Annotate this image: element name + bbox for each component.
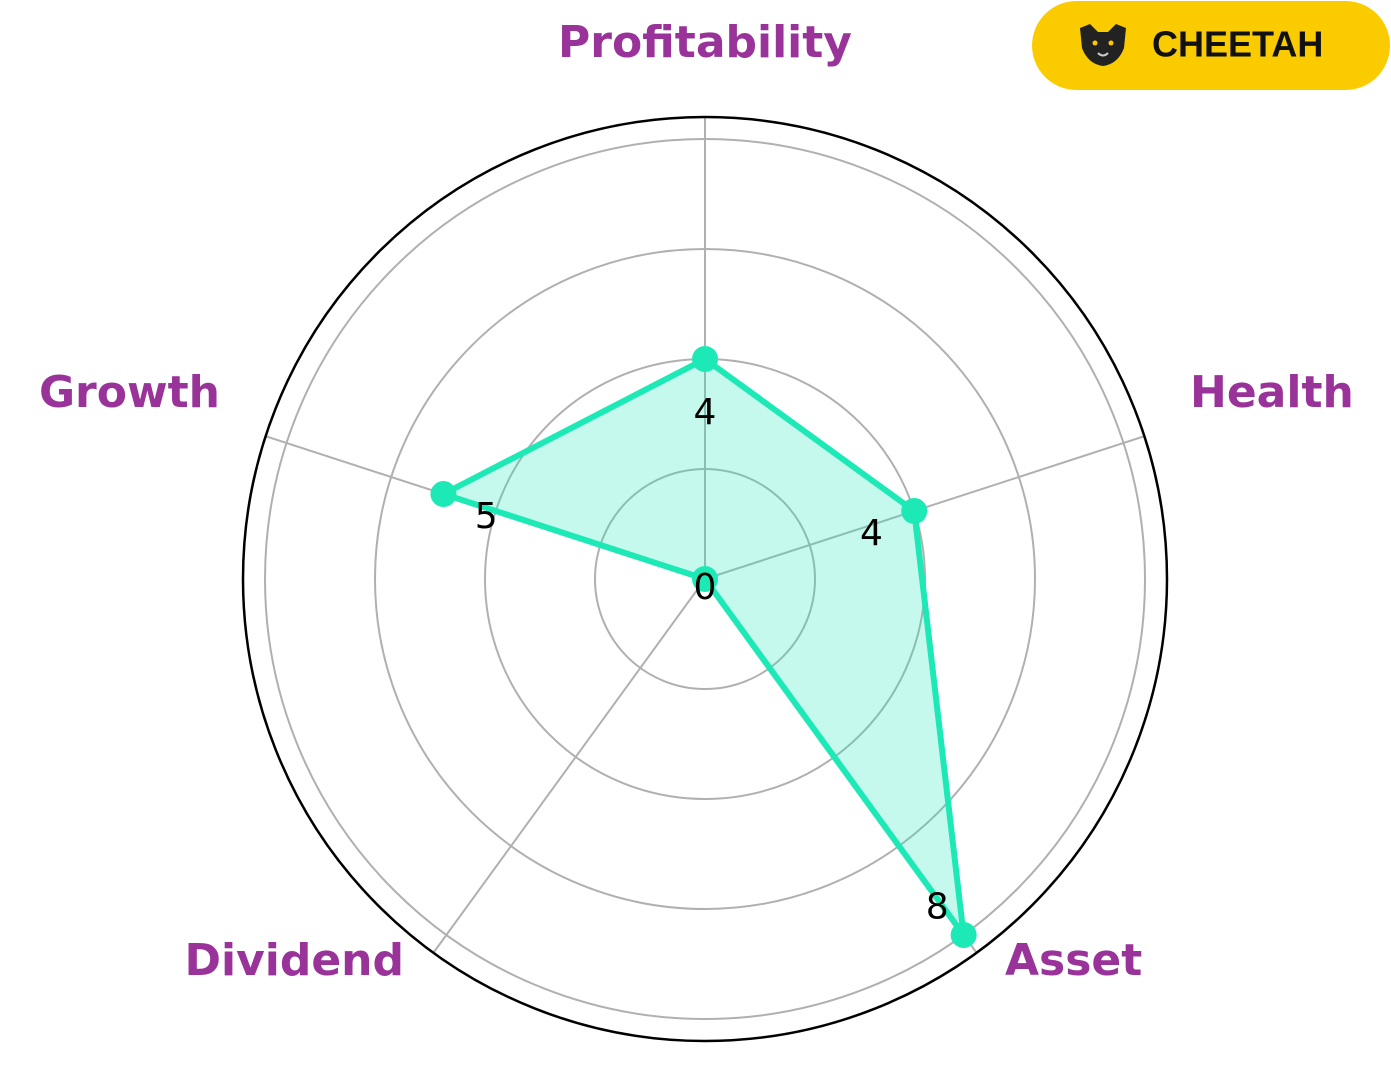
category-label: Asset xyxy=(1005,935,1142,986)
badge: CHEETAH xyxy=(1032,1,1390,90)
spoke xyxy=(432,578,706,954)
plot-area: 4 4 8 0 5 Profitability Health Asset Dividend Gro… xyxy=(39,17,1354,1043)
category-label: Profitability xyxy=(558,17,852,68)
outer-frame xyxy=(241,115,1169,1043)
data-point xyxy=(430,481,457,508)
badge-label: CHEETAH xyxy=(1152,24,1323,65)
value-label: 8 xyxy=(926,887,949,928)
value-label: 5 xyxy=(475,496,498,537)
radar-area xyxy=(443,359,964,935)
category-label: Growth xyxy=(39,367,220,418)
badge-background xyxy=(1032,1,1390,90)
cheetah-icon xyxy=(1080,24,1126,66)
value-label: 0 xyxy=(694,567,717,608)
value-label: 4 xyxy=(860,513,883,554)
data-point xyxy=(950,921,977,948)
data-point xyxy=(692,566,718,592)
category-label: Dividend xyxy=(184,935,404,986)
category-label: Health xyxy=(1190,367,1354,418)
data-point xyxy=(692,346,718,372)
value-label: 4 xyxy=(694,392,717,433)
radar-line xyxy=(440,356,967,938)
data-point xyxy=(901,498,928,525)
